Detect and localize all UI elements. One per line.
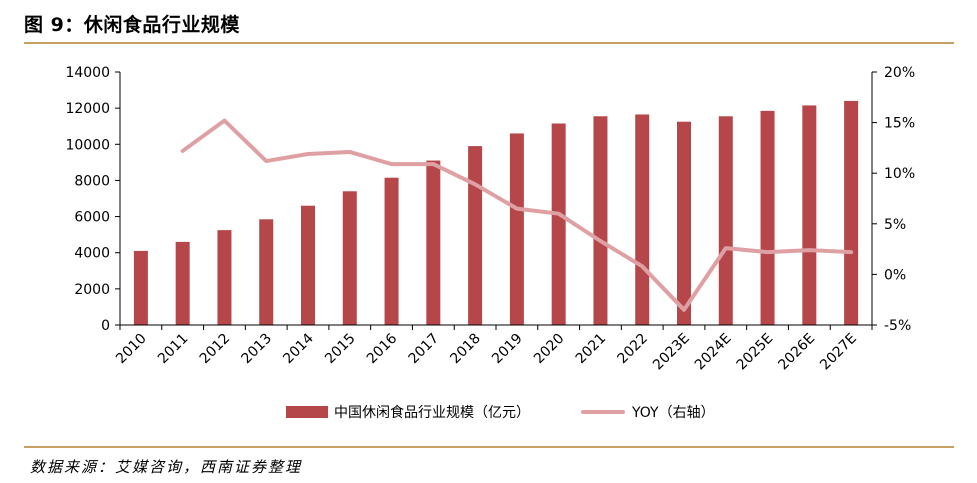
x-tick-label: 2027E [817, 331, 860, 374]
bar-2021 [593, 116, 608, 326]
chart-canvas: 2010 2011 2012 2013 2014 2015 2016 2017 2018 2019… [65, 65, 915, 421]
x-tick-label: 2010 [113, 331, 150, 368]
bar-2020 [551, 123, 566, 325]
x-tick-label: 2014 [280, 330, 317, 367]
yoy-line [180, 118, 854, 312]
bar-2027E [844, 100, 859, 326]
yoy-series [180, 118, 854, 312]
y-left-tick-labels: 0 2000 4000 6000 8000 10000 12000 14000 [65, 65, 110, 334]
bar-2013 [259, 219, 274, 325]
x-tick-labels: 2010 2011 2012 2013 2014 2015 2016 2017 2018 2019… [113, 330, 860, 373]
x-tick-label: 2019 [489, 331, 526, 368]
x-tick-label: 2020 [531, 331, 568, 368]
y-right-tick-label: 0% [884, 267, 906, 283]
bar-2026E [802, 105, 817, 325]
y-left-tick-label: 8000 [74, 173, 110, 189]
legend-bar-label: 中国休闲食品行业规模（亿元） [334, 404, 530, 421]
y-right-tick-label: 15% [884, 116, 915, 132]
x-tick-label: 2013 [239, 331, 276, 368]
data-source: 数据来源：艾媒咨询，西南证券整理 [30, 458, 303, 476]
bar-2014 [301, 205, 315, 325]
x-tick-label: 2022 [615, 331, 652, 368]
bar-2010 [133, 250, 148, 325]
y-right-tick-label: 10% [884, 166, 915, 182]
y-left-tick-label: 6000 [74, 210, 110, 226]
bar-2023E [677, 121, 691, 325]
legend-line-label: YOY（右轴） [631, 405, 715, 421]
bar-2022 [635, 114, 650, 325]
chart-axes [115, 71, 877, 330]
x-tick-label: 2021 [573, 331, 610, 368]
x-tick-label: 2015 [322, 331, 359, 368]
y-left-tick-label: 2000 [74, 282, 110, 298]
bar-2015 [342, 191, 357, 325]
bar-2012 [217, 230, 232, 325]
y-left-tick-label: 4000 [74, 246, 110, 262]
y-left-tick-label: 12000 [65, 101, 110, 117]
figure-title: 图 9：休闲食品行业规模 [24, 14, 240, 36]
bar-series [133, 100, 859, 326]
x-tick-label: 2018 [447, 331, 484, 368]
bar-2019 [509, 133, 524, 325]
x-tick-label: 2024E [692, 331, 735, 374]
x-tick-label: 2017 [406, 331, 443, 368]
y-right-tick-labels: -5% 0% 5% 10% 15% 20% [884, 65, 915, 334]
y-right-tick-label: 5% [884, 217, 906, 233]
bar-2018 [468, 146, 483, 325]
legend-bar-swatch [286, 406, 328, 418]
top-divider [24, 42, 954, 44]
bottom-divider [24, 446, 954, 448]
bar-2016 [384, 177, 399, 325]
y-left-tick-label: 10000 [65, 137, 110, 153]
bar-2011 [175, 241, 190, 325]
x-tick-label: 2011 [155, 331, 192, 368]
x-tick-label: 2023E [650, 331, 693, 374]
y-right-tick-label: 20% [884, 65, 915, 81]
y-right-tick-label: -5% [884, 318, 911, 334]
x-tick-label: 2012 [197, 331, 234, 368]
bar-2025E [760, 110, 775, 325]
x-tick-label: 2026E [775, 331, 818, 374]
bar-2017 [426, 160, 441, 325]
bar-2024E [718, 116, 733, 326]
x-tick-label: 2016 [364, 330, 401, 367]
y-left-tick-label: 14000 [65, 65, 110, 81]
x-tick-label: 2025E [734, 331, 777, 374]
y-left-tick-label: 0 [101, 318, 110, 334]
chart-legend: 中国休闲食品行业规模（亿元） YOY（右轴） [286, 404, 715, 421]
